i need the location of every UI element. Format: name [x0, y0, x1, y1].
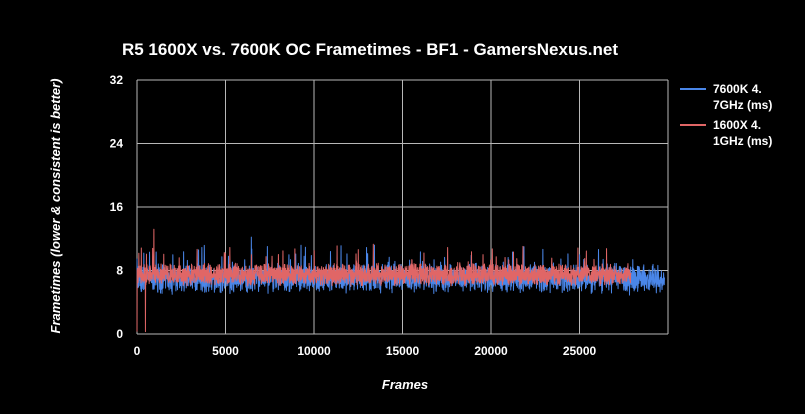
x-tick-label-20000: 20000	[474, 344, 508, 358]
y-axis-label: Frametimes (lower & consistent is better…	[48, 78, 63, 333]
x-tick-label-5000: 5000	[212, 344, 239, 358]
legend-label-0-line-1: 7GHz (ms)	[713, 98, 772, 112]
x-tick-label-25000: 25000	[563, 344, 597, 358]
x-tick-label-0: 0	[134, 344, 141, 358]
series-line-1	[136, 228, 632, 333]
legend-label-1-line-1: 1GHz (ms)	[713, 134, 772, 148]
series-line-0	[136, 236, 665, 296]
y-tick-label-24: 24	[110, 137, 124, 151]
chart-title: R5 1600X vs. 7600K OC Frametimes - BF1 -…	[122, 40, 618, 59]
series-layer	[136, 228, 665, 333]
y-tick-label-8: 8	[116, 264, 123, 278]
y-tick-label-0: 0	[116, 327, 123, 341]
grid-layer	[136, 79, 669, 335]
legend-label-1-line-0: 1600X 4.	[713, 118, 761, 132]
legend-label-0-line-0: 7600K 4.	[713, 82, 762, 96]
x-tick-label-15000: 15000	[386, 344, 420, 358]
x-axis-label: Frames	[382, 377, 428, 392]
legend: 7600K 4. 7GHz (ms) 1600X 4. 1GHz (ms)	[680, 82, 772, 148]
tick-layer: 0 8 16 24 32 0 5000 10000 15000 20000 25000	[110, 73, 597, 358]
x-tick-label-10000: 10000	[297, 344, 331, 358]
y-tick-label-32: 32	[110, 73, 124, 87]
y-tick-label-16: 16	[110, 200, 124, 214]
